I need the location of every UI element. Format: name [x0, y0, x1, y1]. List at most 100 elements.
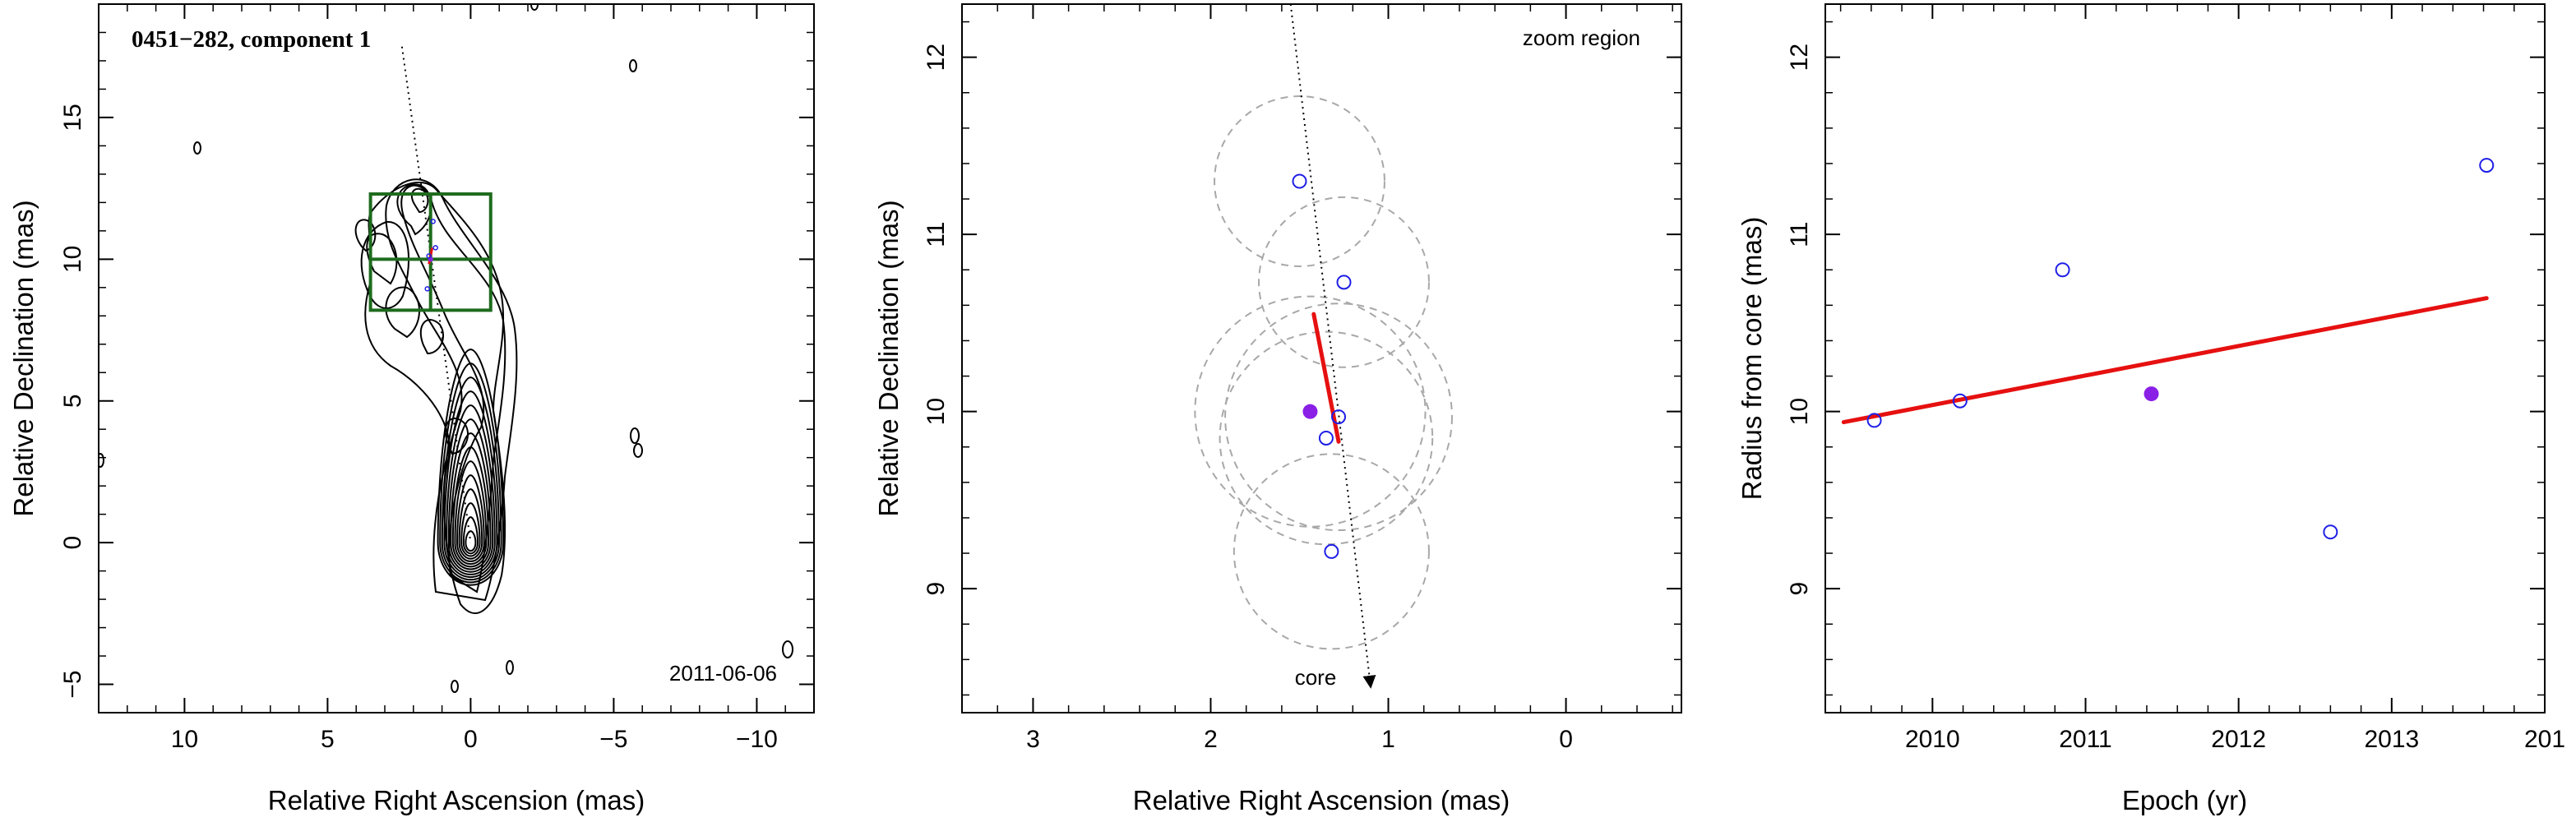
y-tick-label: 0 — [59, 536, 86, 550]
y-tick-label: 11 — [923, 222, 950, 247]
contour — [99, 453, 104, 468]
y-axis-label: Relative Declination (mas) — [8, 200, 39, 516]
x-tick-label: 5 — [321, 726, 335, 753]
epoch-point — [424, 286, 430, 292]
x-axis-label: Relative Right Ascension (mas) — [1133, 785, 1510, 815]
y-tick-label: 10 — [1786, 398, 1813, 425]
trajectory-line — [1311, 312, 1341, 444]
contour — [465, 530, 477, 552]
epoch-point — [1318, 430, 1334, 446]
uncertainty-circle — [1224, 302, 1453, 532]
x-tick-label: 2012 — [2211, 726, 2266, 753]
epoch-point — [1324, 543, 1339, 559]
panel-radius-vs-epoch: 2010 2011 2012 2013 201 9 10 11 12 Epoch (yr) Ra… — [1737, 3, 2565, 815]
y-tick-label: −5 — [59, 670, 86, 698]
ticks: 2010 2011 2012 2013 201 9 10 11 12 — [1786, 4, 2565, 753]
core-label: core — [1295, 665, 1337, 690]
uncertainty-circle — [1219, 330, 1434, 546]
fit-line — [1841, 296, 2489, 425]
x-tick-label: 2013 — [2364, 726, 2419, 753]
y-tick-label: 15 — [59, 104, 86, 131]
y-tick-label: 12 — [1786, 44, 1813, 71]
x-axis-label: Epoch (yr) — [2122, 785, 2247, 815]
contour — [447, 418, 494, 573]
uncertainty-circle — [1233, 453, 1430, 650]
contour — [364, 181, 506, 614]
uncertainty-circles — [1194, 95, 1453, 650]
x-tick-label: 2010 — [1905, 726, 1960, 753]
contour — [439, 363, 502, 584]
data-point — [2055, 262, 2070, 278]
contour — [385, 178, 518, 602]
uncertainty-circle — [1214, 95, 1385, 267]
contour — [360, 220, 409, 309]
contour — [451, 680, 459, 693]
x-tick-label: 1 — [1381, 726, 1395, 753]
contour — [441, 376, 501, 581]
zoom-region-label: zoom region — [1523, 25, 1640, 50]
epoch-point — [426, 253, 432, 259]
x-tick-label: 2 — [1204, 726, 1218, 753]
x-tick-label: 0 — [1559, 726, 1573, 753]
contour — [396, 183, 432, 236]
x-tick-label: 0 — [464, 726, 478, 753]
x-axis-label: Relative Right Ascension (mas) — [268, 785, 645, 815]
contour — [629, 59, 637, 72]
uncertainty-circle — [1194, 295, 1427, 528]
x-tick-label: 2011 — [2059, 726, 2112, 753]
y-axis-label: Relative Declination (mas) — [873, 200, 904, 516]
ticks: 10 5 0 −5 −10 −5 0 5 10 15 — [59, 3, 815, 753]
epoch-point — [1331, 409, 1347, 425]
contour — [458, 488, 483, 560]
epoch-point — [1292, 173, 1307, 189]
data-points — [1866, 158, 2495, 540]
contour — [456, 474, 485, 562]
uncertainty-circle — [1258, 196, 1430, 368]
x-tick-label: 10 — [171, 726, 198, 753]
contour — [506, 660, 514, 675]
x-tick-label: 201 — [2524, 726, 2565, 753]
data-point — [1866, 413, 1882, 428]
x-tick-label: −10 — [736, 726, 778, 753]
panel-title: 0451−282, component 1 — [132, 26, 371, 53]
epoch-point — [432, 245, 438, 251]
contour — [633, 443, 643, 458]
component-marker — [424, 219, 438, 292]
highlighted-point — [2144, 386, 2159, 402]
y-tick-label: 5 — [59, 394, 86, 408]
date-label: 2011-06-06 — [669, 661, 777, 686]
y-tick-label: 9 — [1786, 582, 1813, 596]
y-tick-label: 12 — [923, 44, 950, 71]
epoch-points — [1292, 173, 1352, 559]
y-tick-label: 11 — [1786, 222, 1813, 247]
contour — [454, 460, 488, 566]
y-axis-label: Radius from core (mas) — [1737, 217, 1767, 501]
x-tick-label: 3 — [1026, 726, 1040, 753]
data-point — [2479, 158, 2495, 173]
direction-arrow — [1289, 3, 1376, 689]
contour — [419, 319, 444, 355]
y-tick-label: 10 — [59, 246, 86, 273]
contour — [400, 184, 506, 593]
axes-frame — [961, 3, 1682, 713]
data-point — [2323, 524, 2338, 540]
contour — [443, 390, 498, 579]
contour — [782, 640, 793, 658]
epoch-point — [430, 219, 436, 224]
y-tick-label: 10 — [923, 398, 950, 425]
data-point — [1952, 393, 1968, 409]
x-tick-label: −5 — [599, 726, 627, 753]
contour — [445, 404, 496, 575]
highlighted-point — [1302, 404, 1318, 419]
contour — [630, 427, 640, 444]
epoch-point — [1336, 275, 1352, 290]
contour-lines — [99, 4, 793, 693]
contour — [193, 141, 201, 155]
axes-frame — [1824, 3, 2546, 713]
y-tick-label: 9 — [923, 582, 950, 596]
axes-frame — [98, 3, 815, 713]
